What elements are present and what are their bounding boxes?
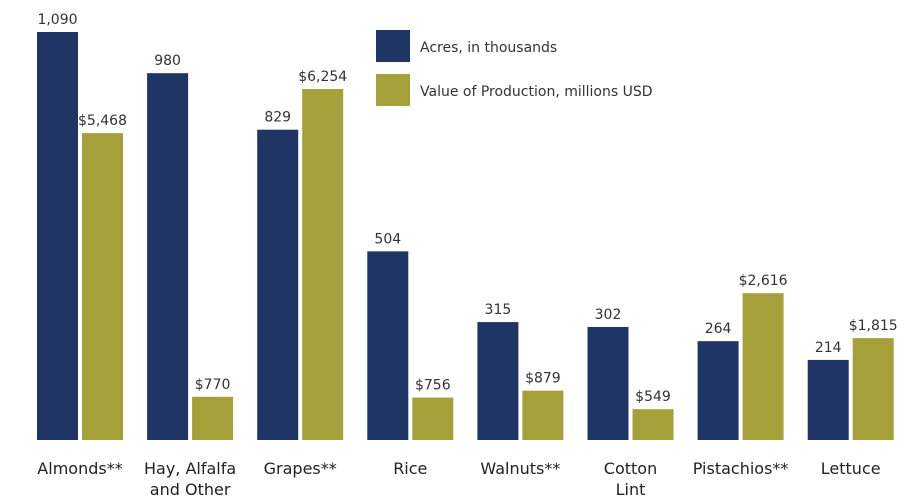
bar	[367, 251, 409, 440]
x-tick-label: Rice	[393, 459, 428, 478]
bar	[82, 133, 123, 440]
x-tick-label: Hay, Alfalfa and Other	[144, 459, 237, 499]
bar	[477, 322, 519, 440]
bar	[147, 73, 189, 440]
bar	[192, 396, 234, 440]
bar	[807, 359, 849, 440]
value-label: 504	[374, 231, 401, 247]
value-label: 302	[595, 307, 622, 323]
bar	[852, 338, 894, 440]
x-tick-label: Grapes**	[263, 459, 337, 478]
value-label: 214	[815, 340, 842, 356]
value-label: 315	[485, 302, 512, 318]
legend-label: Value of Production, millions USD	[420, 84, 653, 100]
value-label: $756	[415, 378, 451, 394]
x-tick-label: Walnuts**	[480, 459, 561, 478]
bar	[697, 341, 739, 440]
x-tick-label: Almonds**	[37, 459, 123, 478]
value-label: $549	[635, 389, 671, 405]
value-label: $5,468	[78, 113, 127, 129]
value-label: 829	[264, 110, 291, 126]
value-label: $879	[525, 371, 561, 387]
bar	[257, 129, 299, 440]
x-tick-label: Pistachios**	[692, 459, 789, 478]
x-tick-label: Lettuce	[820, 459, 881, 478]
bar	[742, 293, 784, 440]
value-label: $6,254	[298, 69, 347, 85]
legend-swatch	[376, 30, 410, 62]
bar	[632, 409, 674, 440]
bar	[302, 89, 344, 440]
value-label: 264	[705, 321, 732, 337]
legend-label: Acres, in thousands	[420, 40, 557, 56]
value-label: 1,090	[37, 12, 77, 28]
value-label: $1,815	[849, 318, 898, 334]
value-label: 980	[154, 53, 181, 69]
bar	[522, 390, 564, 440]
legend-swatch	[376, 74, 410, 106]
bar	[412, 397, 454, 440]
value-label: $2,616	[739, 273, 788, 289]
bar	[37, 32, 78, 440]
bar	[587, 326, 629, 440]
x-tick-label: Cotton Lint	[603, 459, 658, 499]
value-label: $770	[195, 377, 231, 393]
